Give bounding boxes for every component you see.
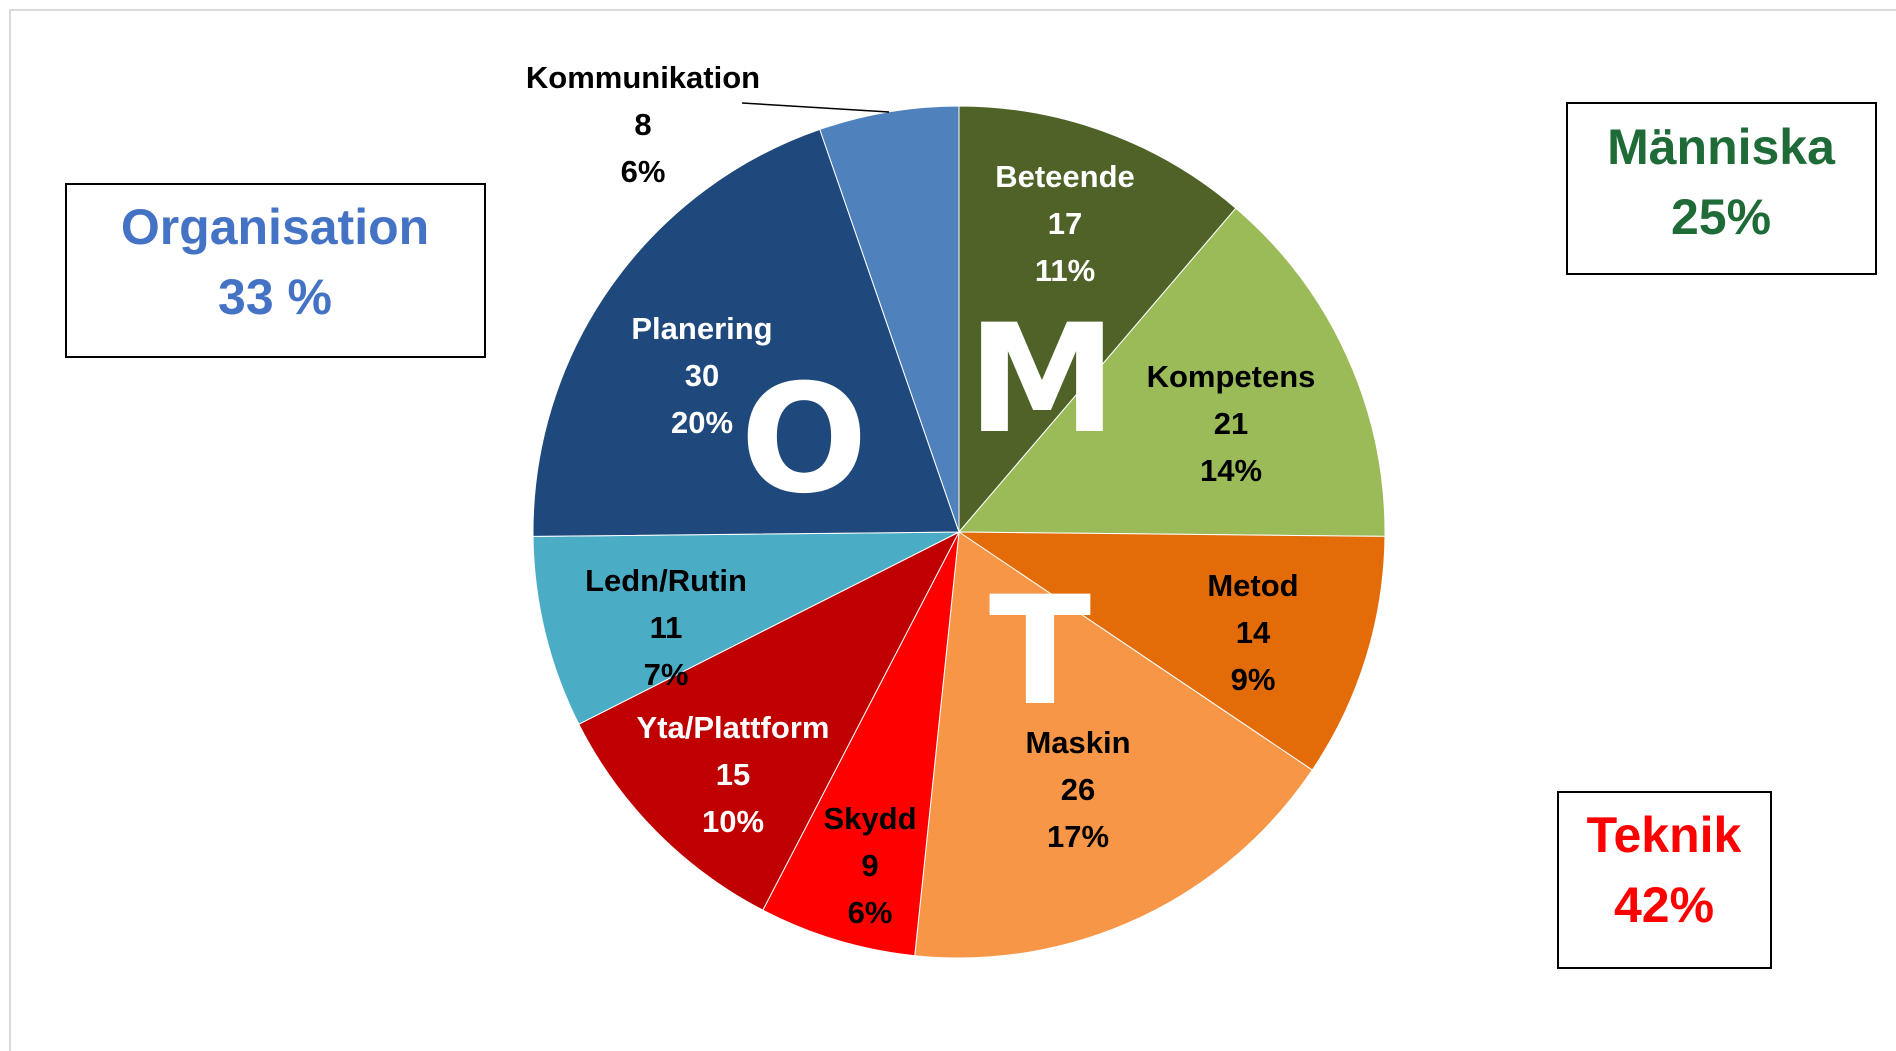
slice-name: Ledn/Rutin [585,563,747,598]
pie-slice [914,531,1313,959]
group-name: Organisation [121,199,429,255]
chart-frame [9,9,1896,1051]
slice-percent: 20% [671,405,733,440]
group-letter: T [989,565,1091,739]
slice-percent: 7% [644,657,689,692]
slice-value: 30 [685,358,719,393]
slice-name: Maskin [1025,725,1130,760]
slice-percent: 17% [1047,819,1109,854]
group-share: 25% [1671,189,1771,245]
group-share: 42% [1614,877,1714,933]
group-name: Teknik [1587,807,1742,863]
group-box [1566,102,1877,275]
group-box [65,183,486,358]
slice-value: 21 [1214,406,1248,441]
slice-percent: 14% [1200,453,1262,488]
slice-name: Kommunikation [526,60,760,95]
group-name: Människa [1607,119,1836,175]
group-share: 33 % [218,269,332,325]
pie-slice [532,531,960,725]
slice-value: 15 [716,757,750,792]
leader-line [741,102,890,113]
slice-name: Yta/Plattform [637,710,830,745]
slice-percent: 11% [1035,253,1095,288]
pie [532,105,1386,959]
pie-slice [957,207,1386,537]
group-letter: O [740,353,868,527]
group-box [1557,791,1772,969]
slice-value: 9 [861,848,878,883]
pie-slice [578,530,961,911]
slice-percent: 10% [702,804,764,839]
pie-slice [532,128,960,537]
pie-slice [762,531,960,957]
slice-name: Planering [631,311,772,346]
slice-percent: 9% [1231,662,1276,697]
group-letter: M [967,293,1116,467]
slice-name: Beteende [995,159,1135,194]
pie-slice [958,105,1237,534]
slice-percent: 6% [848,895,893,930]
slice-name: Skydd [823,801,916,836]
slice-value: 26 [1061,772,1095,807]
slice-value: 11 [650,610,683,645]
slice-value: 17 [1048,206,1082,241]
slice-value: 8 [634,107,651,142]
slice-name: Kompetens [1147,359,1316,394]
pie-slice [957,531,1386,771]
slice-percent: 6% [621,154,666,189]
slice-name: Metod [1207,568,1298,603]
slice-value: 14 [1236,615,1271,650]
